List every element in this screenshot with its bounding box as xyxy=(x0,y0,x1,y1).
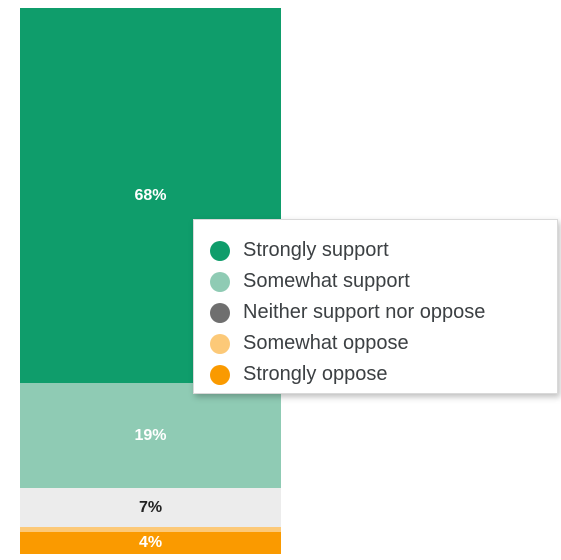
data-label: 4% xyxy=(138,534,163,552)
data-label: 68% xyxy=(134,186,167,204)
data-label: 19% xyxy=(134,426,167,444)
bar-segment-somewhat-oppose xyxy=(20,526,281,533)
bar-segment-strongly-oppose xyxy=(20,532,281,555)
legend-swatch-icon xyxy=(210,240,230,261)
legend-swatch-icon xyxy=(210,364,230,385)
bar-segment-somewhat-support xyxy=(20,383,281,489)
legend-label: Neither support nor oppose xyxy=(243,301,486,323)
legend-label: Somewhat support xyxy=(243,270,410,292)
legend-swatch-icon xyxy=(210,302,230,323)
chart-legend: Strongly support Somewhat support Neither … xyxy=(193,219,558,394)
legend-item: Somewhat oppose xyxy=(210,328,557,359)
legend-swatch-icon xyxy=(210,333,230,354)
legend-swatch-icon xyxy=(210,271,230,292)
legend-label: Somewhat oppose xyxy=(243,332,409,354)
legend-item: Strongly support xyxy=(210,235,557,266)
legend-item: Strongly oppose xyxy=(210,359,557,390)
bar-segment-neither-support-nor-oppose xyxy=(20,488,281,527)
legend-label: Strongly support xyxy=(243,239,389,261)
legend-label: Strongly oppose xyxy=(243,363,388,385)
legend-item: Somewhat support xyxy=(210,266,557,297)
data-label: 7% xyxy=(138,498,163,516)
legend-item: Neither support nor oppose xyxy=(210,297,557,328)
